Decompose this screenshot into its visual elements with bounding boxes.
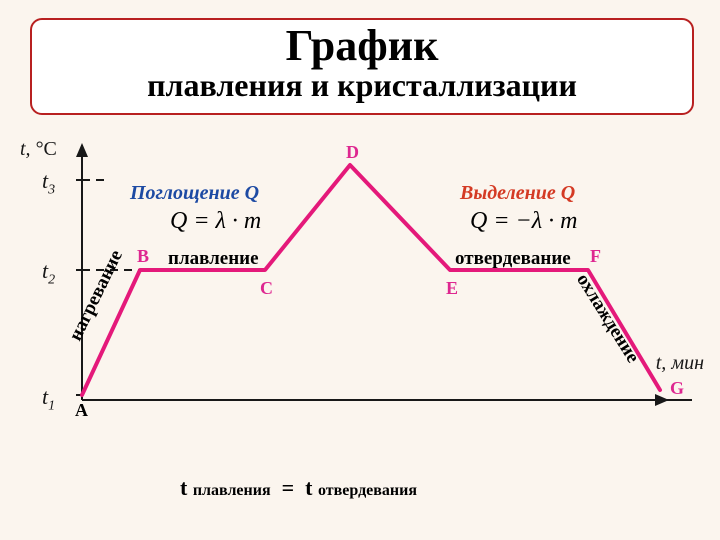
ytick-t2: t2	[42, 258, 55, 288]
pt-G: G	[670, 378, 684, 399]
left-section-title: Поглощение Q	[130, 182, 259, 205]
pt-C: C	[260, 278, 273, 299]
pt-F: F	[590, 246, 601, 267]
pt-E: E	[446, 278, 458, 299]
ytick-t3: t3	[42, 168, 55, 198]
right-section-title: Выделение Q	[460, 182, 575, 205]
ytick-t1: t1	[42, 384, 55, 414]
title-sub: плавления и кристаллизации	[32, 68, 692, 103]
melting-label: плавление	[168, 248, 259, 270]
pt-B: B	[137, 246, 149, 267]
left-formula: Q = λ · m	[170, 208, 261, 235]
title-box: График плавления и кристаллизации	[30, 18, 694, 115]
title-main: График	[32, 24, 692, 68]
bottom-equation: t плавления = t отвердевания	[180, 475, 417, 501]
solidification-label: отвердевание	[455, 248, 571, 270]
right-formula: Q = −λ · m	[470, 208, 577, 235]
y-axis-label: t, °C	[20, 138, 57, 161]
phase-chart: t, °C t, мин t3 t2 t1 Поглощение Q Выдел…	[20, 140, 700, 430]
pt-D: D	[346, 142, 359, 163]
x-axis-label: t, мин	[656, 352, 704, 375]
pt-A: A	[75, 400, 88, 421]
